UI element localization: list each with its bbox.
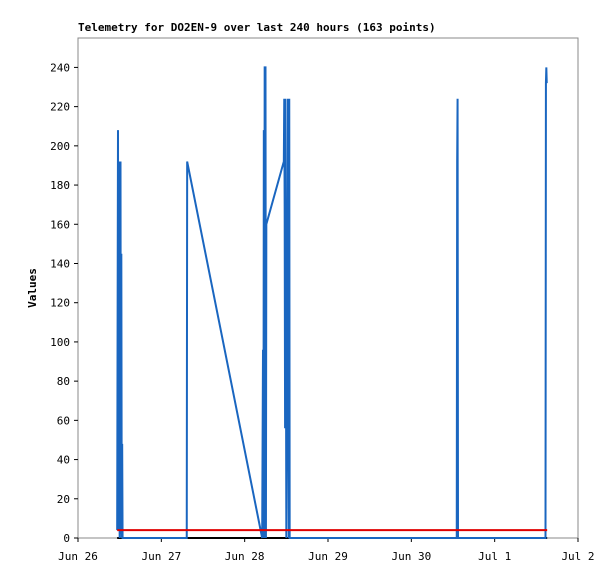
y-tick-label: 240 xyxy=(50,61,70,74)
x-tick-label: Jun 28 xyxy=(225,550,265,563)
y-tick-label: 120 xyxy=(50,297,70,310)
series-line xyxy=(116,66,548,539)
y-tick-label: 180 xyxy=(50,179,70,192)
x-tick-label: Jul 2 xyxy=(561,550,594,563)
y-tick-label: 60 xyxy=(57,414,70,427)
x-tick-label: Jun 29 xyxy=(308,550,348,563)
plot-frame xyxy=(77,37,579,539)
x-tick-label: Jun 30 xyxy=(391,550,431,563)
y-tick-label: 220 xyxy=(50,101,70,114)
y-tick-label: 40 xyxy=(57,454,70,467)
y-tick-label: 100 xyxy=(50,336,70,349)
x-tick-label: Jun 27 xyxy=(141,550,181,563)
y-tick-label: 0 xyxy=(63,532,70,545)
y-axis-label: Values xyxy=(26,268,39,308)
chart-title: Telemetry for DO2EN-9 over last 240 hour… xyxy=(78,21,436,34)
y-tick-label: 200 xyxy=(50,140,70,153)
y-tick-label: 140 xyxy=(50,257,70,270)
y-tick-label: 20 xyxy=(57,493,70,506)
y-tick-label: 80 xyxy=(57,375,70,388)
x-tick-label: Jul 1 xyxy=(478,550,511,563)
y-tick-label: 160 xyxy=(50,218,70,231)
x-tick-label: Jun 26 xyxy=(58,550,98,563)
